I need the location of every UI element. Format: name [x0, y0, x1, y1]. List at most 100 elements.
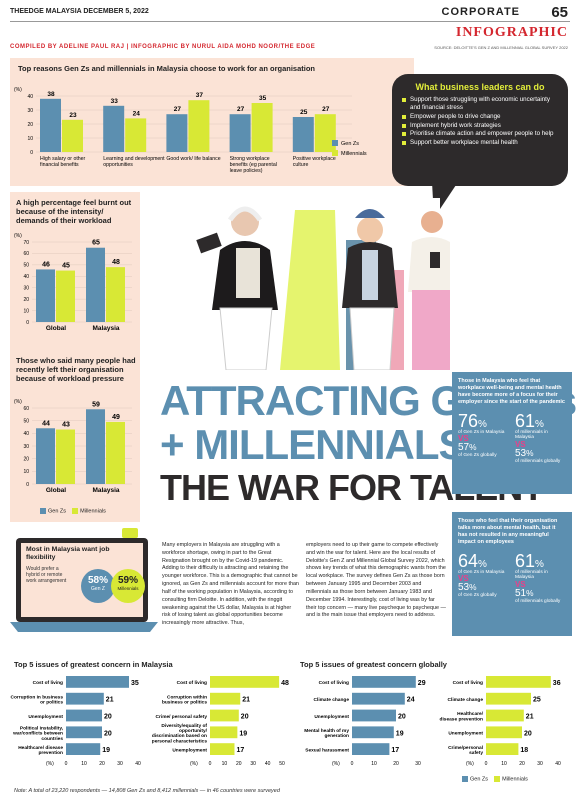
y-tick-label: 70 — [23, 240, 29, 246]
leaders-list: Support those struggling with economic u… — [402, 96, 558, 147]
concern-gl-mill-chart: 36 Cost of living 25 Climate change 21 Health… — [440, 676, 561, 767]
bar — [188, 100, 210, 152]
data-label: 25 — [533, 697, 541, 704]
category-label: opportunities — [103, 162, 133, 168]
y-tick-label: 20 — [23, 297, 29, 303]
category-label: Healthcare/ — [457, 711, 484, 717]
credit-line: COMPILED BY ADELINE PAUL RAJ | INFOGRAPH… — [10, 44, 316, 50]
bar — [486, 726, 522, 739]
category-label: Strong workplace — [230, 156, 270, 162]
legend-swatch — [332, 140, 338, 146]
data-label: 24 — [407, 697, 415, 704]
x-tick-label: 30 — [537, 761, 543, 767]
category-label: Positive workplace — [293, 156, 336, 162]
footnote: Note: A total of 23,220 respondents — 14… — [14, 788, 280, 794]
wellbeing-genz-gl: 57% — [458, 442, 477, 454]
category-label: Cost of living — [453, 680, 483, 686]
y-tick-label: 30 — [23, 286, 29, 292]
wellbeing-panel: Those in Malaysia who feel that workplac… — [452, 372, 572, 494]
data-label: 17 — [236, 747, 244, 754]
y-axis-label: (%) — [14, 87, 22, 93]
bar — [486, 743, 519, 755]
bar — [292, 117, 314, 152]
data-label: 65 — [92, 240, 100, 247]
x-tick-label: 20 — [236, 761, 242, 767]
legend-genz: Gen Zs — [48, 508, 67, 515]
data-label: 21 — [242, 697, 250, 704]
category-label: Climate change — [448, 697, 484, 703]
bar — [56, 429, 75, 484]
meaningful-panel: Those who feel that their organisation t… — [452, 512, 572, 636]
data-label: 19 — [396, 730, 404, 737]
x-axis-label: (%) — [332, 761, 340, 767]
data-label: 35 — [259, 95, 267, 102]
data-label: 20 — [398, 714, 406, 721]
x-axis-label: (%) — [46, 761, 54, 767]
x-tick-label: 30 — [250, 761, 256, 767]
data-label: 35 — [131, 680, 139, 687]
concern-my-title: Top 5 issues of greatest concern in Mala… — [14, 660, 173, 669]
hybrid-millennials: 59% Millennials — [117, 575, 139, 592]
category-label: business or politics — [162, 700, 207, 706]
reasons-title: Top reasons Gen Zs and millennials in Ma… — [18, 64, 316, 73]
category-label: Unemployment — [448, 731, 483, 737]
bar — [352, 676, 416, 688]
x-tick-label: 0 — [485, 761, 488, 767]
bar — [40, 98, 61, 152]
data-label: 27 — [322, 106, 330, 113]
x-tick-label: 30 — [117, 761, 123, 767]
data-label: 24 — [133, 110, 141, 117]
concern-my-genz-chart: 35 Cost of living 21 Corruption in business… — [10, 676, 141, 767]
bar — [62, 119, 83, 152]
illustration — [160, 198, 450, 370]
leaders-item: Prioritise climate action and empower pe… — [402, 130, 558, 138]
wellbeing-title: Those in Malaysia who feel that workplac… — [458, 378, 565, 405]
bar — [486, 676, 551, 688]
category-label: Healthcare/ disease — [18, 745, 63, 751]
data-label: 20 — [524, 730, 532, 737]
category-label: generation — [324, 733, 349, 739]
y-tick-label: 0 — [30, 150, 33, 156]
category-label: Unemployment — [172, 747, 207, 753]
data-label: 59 — [92, 401, 100, 408]
y-tick-label: 40 — [27, 94, 33, 100]
x-tick-label: 10 — [81, 761, 87, 767]
y-tick-label: 50 — [23, 263, 29, 269]
leaders-item: Support those struggling with economic u… — [402, 96, 558, 112]
concern-gl-title: Top 5 issues of greatest concern globall… — [300, 660, 447, 669]
category-label: war/conflicts between — [12, 731, 63, 737]
bar — [125, 118, 147, 152]
category-label: Diversity/equality of — [161, 723, 207, 729]
data-label: 20 — [241, 714, 249, 721]
x-tick-label: 10 — [222, 761, 228, 767]
category-label: Learning and development — [103, 156, 165, 162]
x-tick-label: 20 — [393, 761, 399, 767]
data-label: 23 — [69, 112, 77, 119]
bar — [352, 743, 390, 755]
legend-label: Gen Zs — [341, 141, 359, 147]
data-label: 48 — [281, 680, 289, 687]
category-label: Crime/ personal safety — [156, 714, 208, 720]
legend-millennials: Millennials — [80, 508, 106, 515]
y-tick-label: 60 — [23, 251, 29, 257]
concern-my-mill-chart: 48 Cost of living 21 Corruption withinbusin… — [152, 676, 289, 767]
data-label: 19 — [102, 747, 110, 754]
leaders-item: Implement hybrid work strategies — [402, 122, 558, 130]
category-label: Climate change — [314, 697, 350, 703]
legend-genz-bottom: Gen Zs — [470, 776, 489, 783]
left-title: Those who said many people had recently … — [16, 356, 136, 383]
legend-millennials-bottom: Millennials — [502, 776, 528, 783]
meaningful-genz-my: 64% — [458, 550, 487, 571]
x-tick-label: 10 — [371, 761, 377, 767]
category-label: personal characteristics — [152, 738, 208, 744]
bar — [106, 267, 125, 322]
left-legend: Gen Zs Millennials — [40, 508, 106, 514]
category-label: opportunity/ — [179, 728, 208, 734]
publication-line: THEEDGE MALAYSIA DECEMBER 5, 2022 — [10, 8, 149, 15]
data-label: 27 — [174, 106, 182, 113]
meaningful-mill-my: 61% — [515, 550, 544, 571]
y-tick-label: 10 — [23, 469, 29, 475]
bar — [210, 692, 241, 705]
body-col2: employers need to up their game to compe… — [306, 542, 446, 619]
category-label: Good work/ life balance — [166, 156, 220, 162]
